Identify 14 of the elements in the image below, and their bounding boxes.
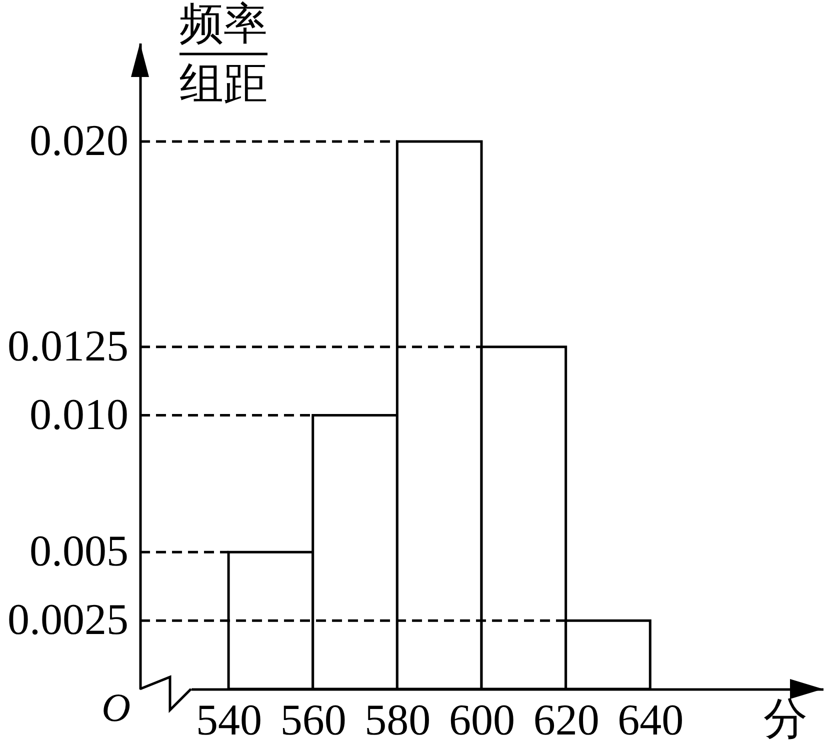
y-axis-title: 频率组距 bbox=[180, 0, 268, 108]
x-tick-label: 560 bbox=[280, 696, 346, 744]
y-tick-label: 0.005 bbox=[30, 526, 128, 576]
x-axis-title: 分 bbox=[764, 694, 808, 744]
y-tick-label: 0.010 bbox=[30, 390, 128, 439]
x-tick-label: 640 bbox=[618, 696, 684, 744]
x-tick-label: 620 bbox=[533, 696, 600, 744]
y-tick-label: 0.0025 bbox=[8, 595, 128, 644]
x-tick-label: 600 bbox=[449, 696, 515, 744]
y-tick-label: 0.020 bbox=[30, 116, 128, 166]
x-tick-label: 540 bbox=[196, 696, 262, 744]
y-tick-label: 0.0125 bbox=[8, 321, 128, 370]
x-tick-label: 580 bbox=[364, 696, 431, 744]
text: O bbox=[102, 685, 130, 730]
